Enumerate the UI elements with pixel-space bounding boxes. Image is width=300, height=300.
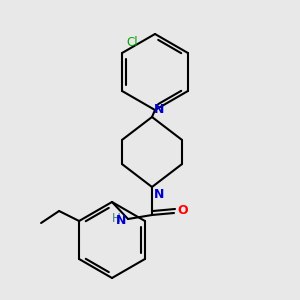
Text: Cl: Cl xyxy=(126,36,138,49)
Text: N: N xyxy=(116,214,126,226)
Text: N: N xyxy=(154,103,164,116)
Text: O: O xyxy=(177,203,188,217)
Text: N: N xyxy=(154,188,164,201)
Text: H: H xyxy=(112,212,120,224)
